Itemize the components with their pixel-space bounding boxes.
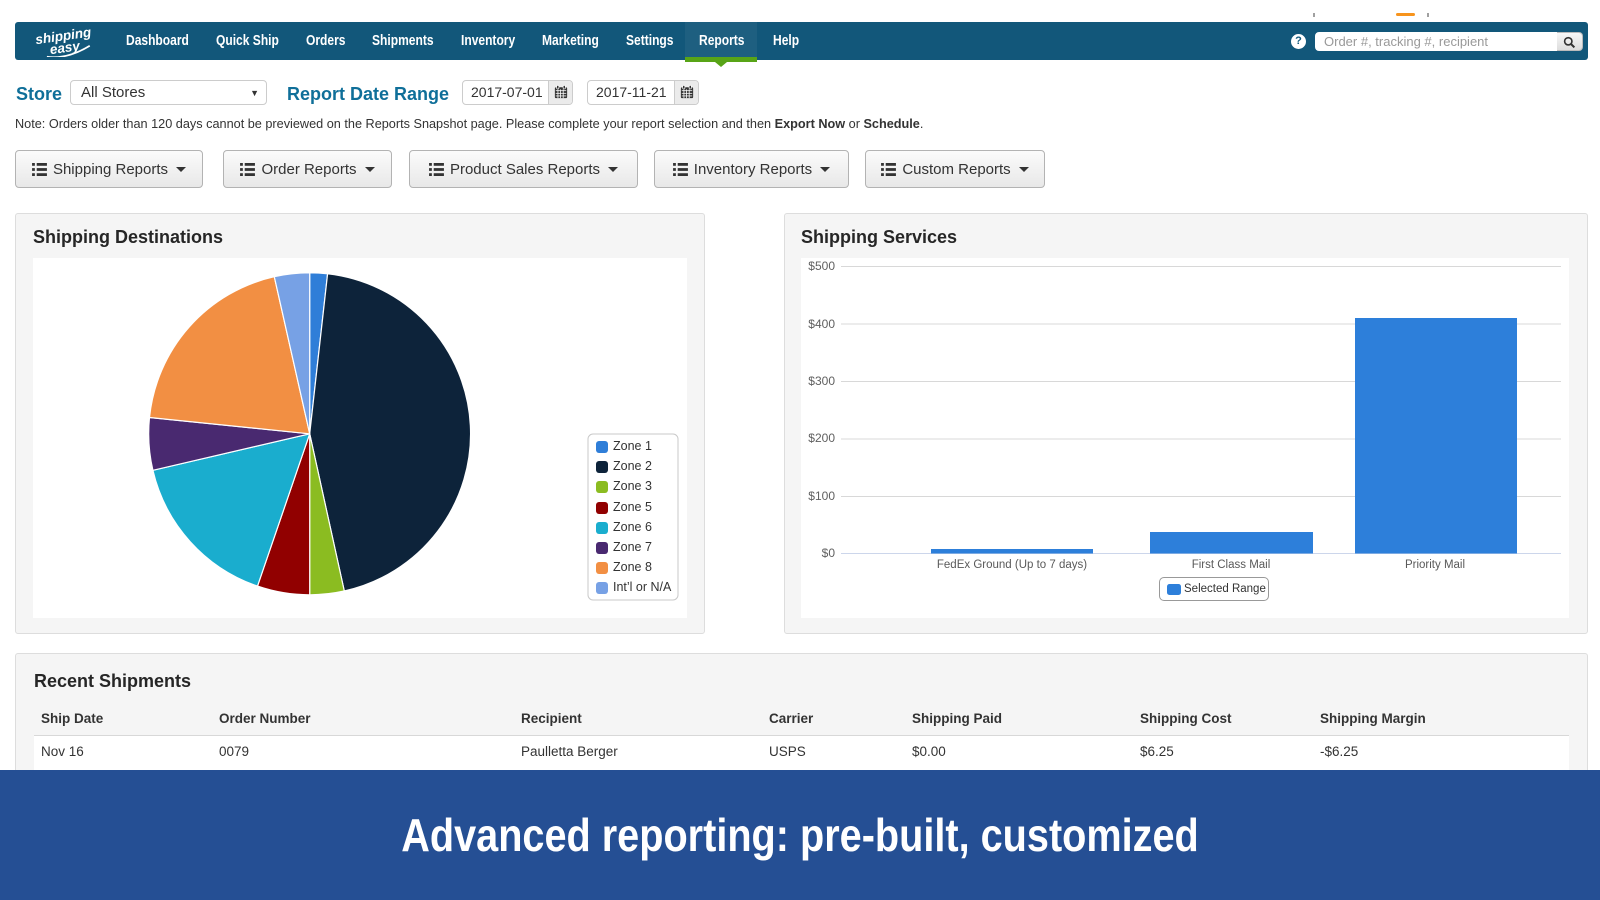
svg-text:$200: $200 <box>808 431 835 445</box>
svg-text:$400: $400 <box>808 317 835 331</box>
svg-text:Priority Mail: Priority Mail <box>1405 559 1465 571</box>
svg-text:$300: $300 <box>808 374 835 388</box>
svg-text:$100: $100 <box>808 489 835 503</box>
svg-text:FedEx Ground (Up to 7 days): FedEx Ground (Up to 7 days) <box>937 559 1087 571</box>
svg-text:First Class Mail: First Class Mail <box>1192 559 1271 571</box>
svg-text:$0: $0 <box>822 546 836 560</box>
svg-text:$500: $500 <box>808 259 835 273</box>
svg-text:easy: easy <box>49 38 82 57</box>
